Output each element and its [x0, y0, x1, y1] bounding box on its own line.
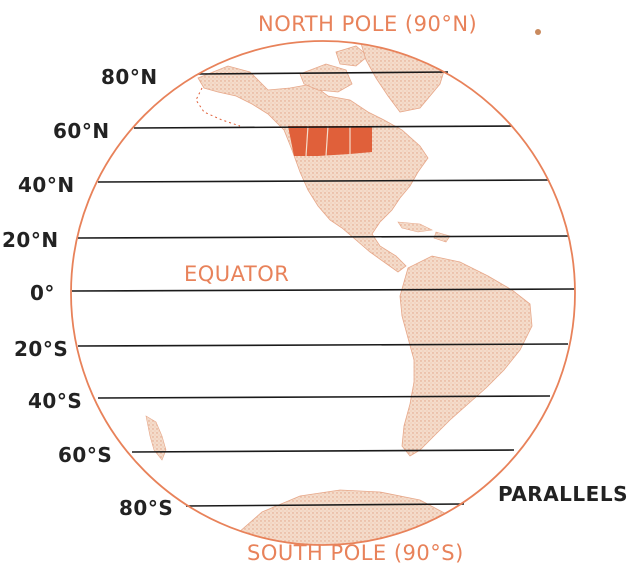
- latitude-label-40n: 40°N: [18, 173, 75, 197]
- parallel-80s: [185, 503, 465, 507]
- latitude-label-20s: 20°S: [14, 337, 69, 361]
- parallel-60n: [133, 125, 513, 129]
- latitude-label-60s: 60°S: [58, 443, 113, 467]
- greenland-landmass: [359, 41, 449, 113]
- latitude-label-80s: 80°S: [119, 496, 174, 520]
- parallel-20n: [77, 235, 569, 239]
- parallels-label: PARALLELS: [498, 482, 628, 506]
- latitude-label-20n: 20°N: [2, 228, 59, 252]
- parallel-80n: [197, 71, 449, 75]
- south-pole-label: SOUTH POLE (90°S): [247, 541, 464, 565]
- south-america-landmass: [399, 255, 533, 457]
- new-zealand-landmass: [145, 415, 167, 461]
- caribbean-islands: [397, 221, 433, 233]
- latitude-label-80n: 80°N: [101, 65, 158, 89]
- parallel-equator: [71, 288, 575, 292]
- latitude-label-equator: 0°: [30, 281, 55, 305]
- parallel-60s: [131, 449, 515, 453]
- parallel-40n: [97, 179, 549, 183]
- parallel-40s: [97, 395, 551, 399]
- highlighted-region: [288, 126, 372, 156]
- parallel-lines: [71, 71, 575, 507]
- arctic-islands: [299, 63, 353, 93]
- latitude-label-60n: 60°N: [53, 119, 110, 143]
- parallel-20s: [77, 343, 569, 347]
- globe-outline: [70, 40, 576, 546]
- arctic-island-small: [335, 45, 369, 67]
- north-america-landmass: [197, 65, 429, 273]
- latitude-label-40s: 40°S: [28, 389, 83, 413]
- north-pole-label: NORTH POLE (90°N): [258, 12, 478, 36]
- equator-label: EQUATOR: [184, 262, 290, 286]
